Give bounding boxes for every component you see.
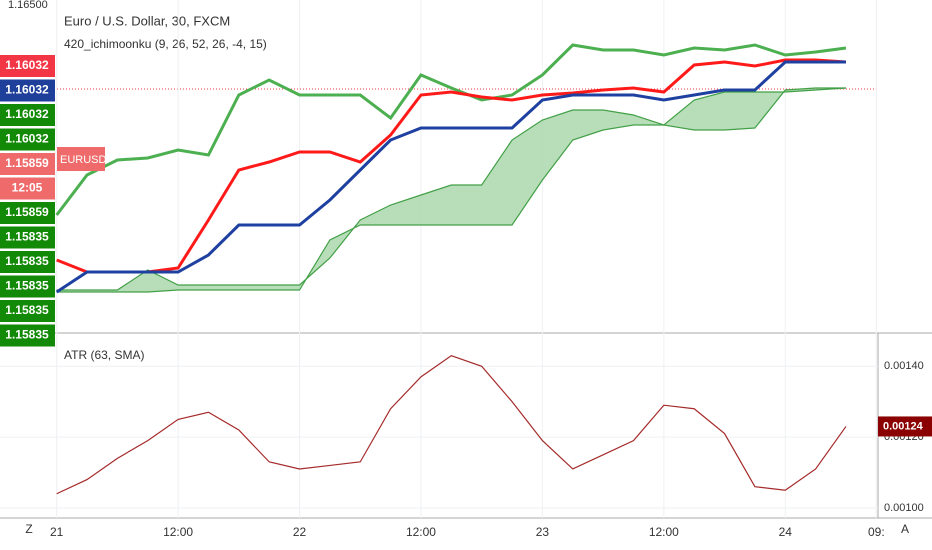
price-label-box [0,104,55,126]
x-tick-label: 24 [779,525,793,539]
price-label: 1.15835 [5,230,49,244]
y-tick-label: 0.00140 [884,360,924,372]
auto-button[interactable]: A [901,522,909,536]
line-tenkan [56,58,847,274]
atr-last-label: 0.00124 [883,420,924,432]
price-label-box [0,251,55,273]
price-label: 1.16032 [5,83,49,97]
price-label: 1.15835 [5,303,49,317]
price-label: 1.15835 [5,328,49,342]
symbol-tag-box [57,147,105,171]
line-chikou [55,43,847,216]
symbol-title: Euro / U.S. Dollar, 30, FXCM [64,13,230,28]
price-label: 1.15835 [5,279,49,293]
symbol-tag: EURUSD [60,154,107,166]
x-tick-label: 12:00 [406,525,436,539]
x-tick-label: 21 [50,525,64,539]
price-label-box [0,226,55,249]
line-span_a [56,87,847,291]
cloud [56,88,846,292]
price-label-box [0,202,55,224]
price-label-box [0,275,55,298]
x-tick-label: 22 [293,525,307,539]
price-label: 1.15835 [5,254,49,268]
price-label-box [0,300,55,322]
price-label: 1.15859 [5,205,49,219]
price-label-box [0,153,55,175]
price-label-box [0,128,55,151]
zoom-button[interactable]: Z [25,522,32,536]
atr-title: ATR (63, SMA) [64,348,144,362]
price-label-box [0,177,55,200]
price-label: 12:05 [12,181,43,195]
top-price: 1.16500 [8,0,48,11]
price-label-box [0,79,55,102]
line-span_b [56,87,846,293]
price-label: 1.16032 [5,58,49,72]
price-label: 1.15859 [5,156,49,170]
x-tick-label: 09: [868,525,885,539]
y-tick-label: 0.00100 [884,502,924,514]
x-tick-label: 23 [536,525,550,539]
indicator-title: 420_ichimoonku (9, 26, 52, 26, -4, 15) [64,37,267,51]
price-label: 1.16032 [5,107,49,121]
price-label-box [0,324,55,347]
x-tick-label: 12:00 [163,525,193,539]
price-label: 1.16032 [5,132,49,146]
line-kijun [55,60,846,294]
price-label-box [0,55,55,77]
x-tick-label: 12:00 [649,525,679,539]
atr-last-box [878,416,932,437]
atr-line [56,354,847,495]
